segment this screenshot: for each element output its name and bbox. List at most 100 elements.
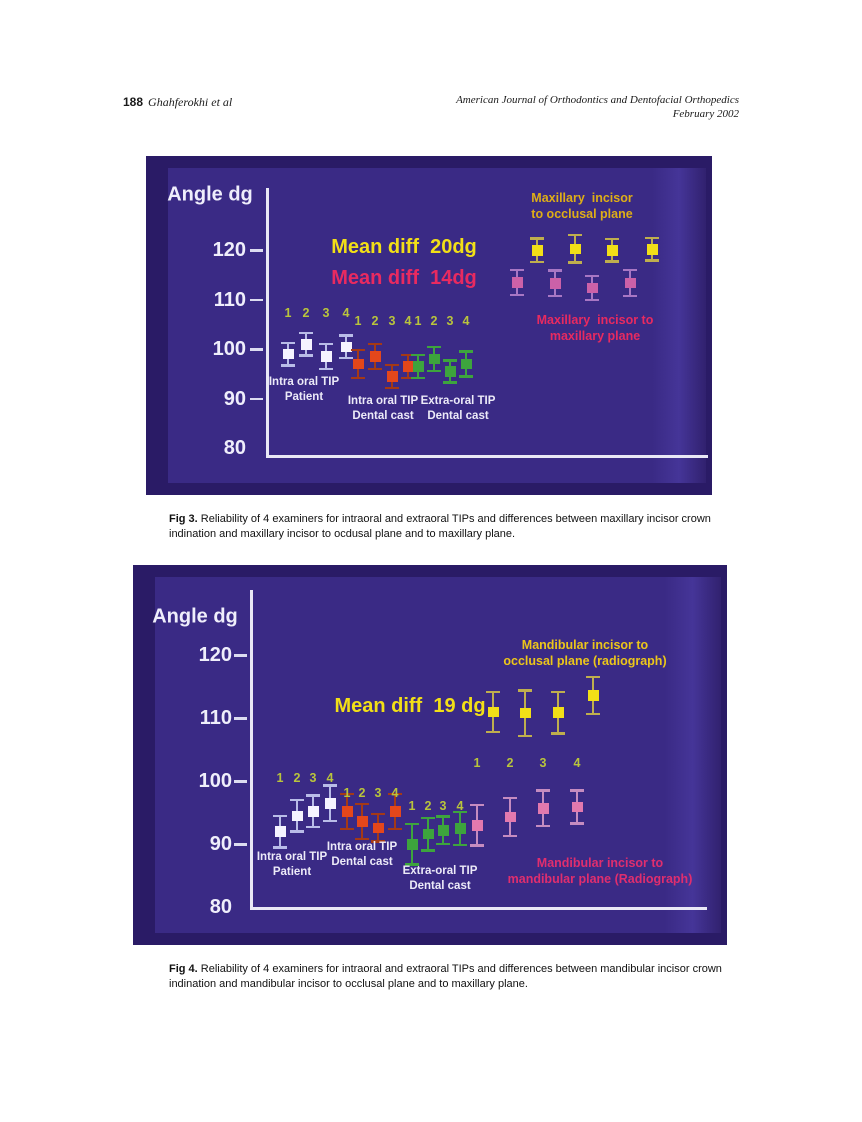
error-bar-cap-top: [339, 334, 353, 337]
error-bar-cap-top: [273, 814, 287, 818]
y-tick-mark: [234, 717, 247, 720]
data-point: [647, 244, 658, 255]
error-bar-cap-bottom: [427, 369, 441, 373]
error-bar-cap-bottom: [585, 298, 599, 301]
error-bar-cap-top: [421, 816, 435, 819]
examiner-number: 3: [322, 306, 330, 320]
error-bar-cap-top: [401, 353, 415, 357]
examiner-number: 2: [506, 756, 514, 770]
series-group-label-line: Dental cast: [409, 880, 471, 892]
error-bar-cap-bottom: [273, 846, 287, 849]
error-bar-cap-top: [323, 784, 337, 787]
data-point: [353, 358, 364, 370]
error-bar-cap-bottom: [355, 837, 369, 841]
error-bar-cap-top: [605, 237, 619, 240]
y-tick-mark: [234, 843, 247, 846]
examiner-number: 4: [391, 786, 399, 800]
data-point: [357, 816, 368, 827]
error-bar-cap-top: [306, 794, 320, 797]
examiner-number: 1: [408, 799, 416, 813]
data-point: [325, 798, 336, 809]
data-point: [429, 353, 440, 365]
chart-annotation: Mean diff 14dg: [331, 265, 477, 291]
y-axis-title: Angle dg: [152, 605, 238, 628]
examiner-number: 3: [446, 314, 454, 328]
examiner-number: 1: [276, 771, 284, 785]
error-bar-cap-bottom: [453, 843, 467, 847]
annotation-line: mandibular plane (Radiograph): [507, 872, 693, 886]
x-axis-line: [266, 455, 708, 458]
examiner-number: 1: [343, 786, 351, 800]
chart-annotation: Maxillary incisor to occlusal plane: [531, 190, 632, 223]
data-point: [387, 371, 398, 382]
annotation-line: maxillary plane: [549, 329, 641, 343]
error-bar-cap-bottom: [443, 381, 457, 384]
examiner-number: 2: [358, 786, 366, 800]
chart-annotation: Maxillary incisor to maxillary plane: [537, 312, 654, 345]
error-bar-cap-top: [368, 343, 382, 346]
examiner-number: 4: [342, 306, 350, 320]
error-bar-cap-top: [436, 815, 450, 818]
error-bar-cap-top: [459, 350, 473, 353]
annotation-line: occlusal plane (radiograph): [503, 654, 667, 668]
examiner-number: 3: [388, 314, 396, 328]
series-group-label-line: Intra oral TIP: [268, 376, 340, 389]
error-bar-cap-bottom: [645, 259, 659, 262]
data-point: [407, 839, 418, 850]
series-group-label-line: Extra-oral TIP: [402, 865, 478, 878]
error-bar-cap-top: [388, 792, 402, 795]
examiner-number: 2: [302, 306, 310, 320]
error-bar-cap-top: [453, 810, 467, 814]
series-group-label-line: Dental cast: [331, 856, 393, 868]
examiner-number: 1: [414, 314, 422, 328]
data-point: [553, 707, 564, 718]
error-bar-cap-bottom: [351, 376, 365, 380]
x-axis-line: [250, 907, 707, 910]
error-bar-cap-bottom: [401, 376, 415, 380]
examiner-number: 3: [374, 786, 382, 800]
error-bar-cap-top: [486, 690, 500, 693]
data-point: [341, 341, 352, 353]
error-bar-cap-top: [530, 237, 544, 240]
series-group-label: Intra oral TIP Dental cast: [327, 840, 397, 870]
y-tick-mark: [250, 348, 263, 351]
y-tick-mark: [250, 249, 263, 252]
data-point: [413, 361, 424, 372]
series-group-label: Intra oral TIP Patient: [269, 375, 339, 405]
fig3-caption: Fig 3. Reliability of 4 examiners for in…: [169, 512, 729, 542]
running-header-left: 188 Ghahferokhi et al: [123, 95, 232, 110]
annotation-line: Mandibular incisor to: [521, 637, 649, 652]
error-bar-cap-bottom: [530, 260, 544, 264]
data-point: [390, 806, 401, 817]
error-bar-cap-top: [319, 343, 333, 346]
error-bar-cap-bottom: [411, 376, 425, 380]
error-bar-cap-bottom: [586, 712, 600, 715]
fig4-caption-label: Fig 4.: [169, 963, 198, 975]
error-bar-cap-bottom: [551, 732, 565, 735]
page-number: 188: [123, 95, 144, 109]
data-point: [301, 339, 312, 350]
data-point: [423, 828, 434, 840]
annotation-line: Maxillary incisor to: [536, 312, 654, 327]
fig4-caption-text: Reliability of 4 examiners for intraoral…: [169, 963, 722, 990]
data-point: [520, 707, 531, 719]
series-group-label-line: Patient: [284, 391, 324, 403]
series-group-label-line: Dental cast: [352, 410, 414, 422]
series-group-label-line: Dental cast: [427, 410, 489, 422]
y-tick-mark: [250, 298, 263, 301]
error-bar-cap-top: [586, 676, 600, 679]
error-bar-cap-top: [281, 341, 295, 344]
error-bar-cap-bottom: [510, 293, 524, 296]
series-group-label-line: Intra oral TIP: [256, 851, 328, 864]
error-bar-cap-top: [585, 274, 599, 278]
data-point: [570, 243, 581, 254]
series-group-label-line: Patient: [272, 866, 312, 878]
y-tick-label: 90: [209, 833, 232, 855]
y-tick-label: 100: [212, 338, 246, 360]
error-bar-cap-top: [351, 348, 365, 352]
annotation-line: Mean diff 19 dg: [334, 695, 486, 717]
annotation-line: Mean diff 20dg: [331, 236, 477, 258]
data-point: [588, 690, 599, 701]
data-point: [572, 801, 583, 813]
error-bar-cap-top: [570, 789, 584, 792]
